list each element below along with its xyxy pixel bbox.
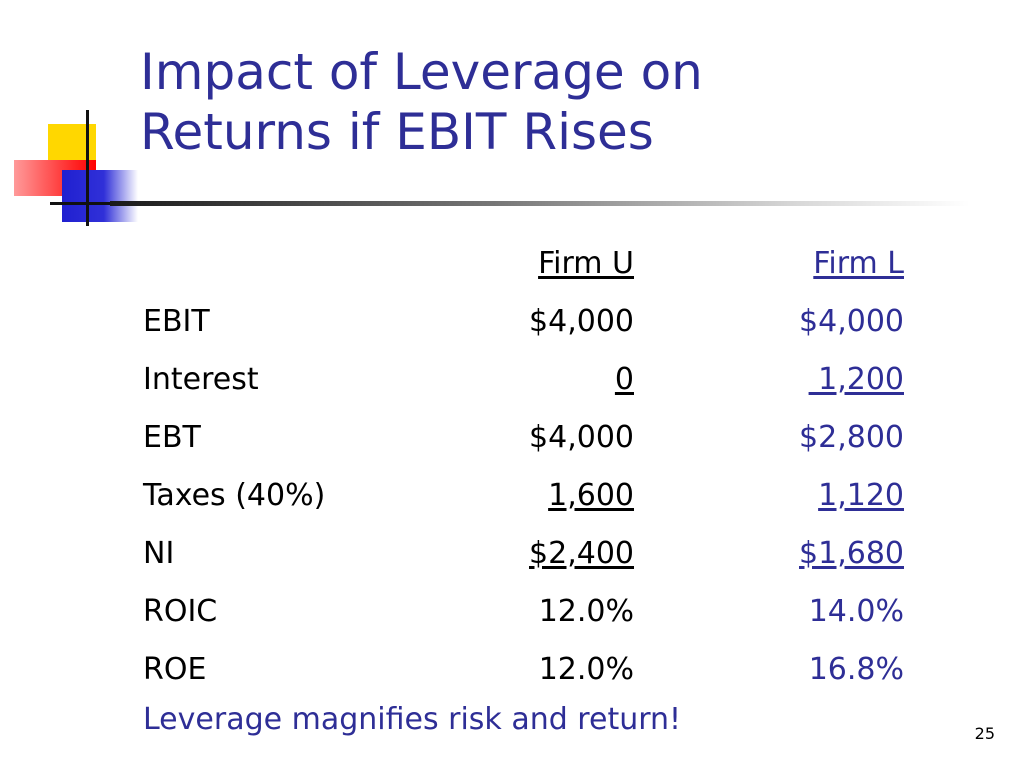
- row-label: ROE: [143, 651, 207, 687]
- table-header-row: Firm U Firm L: [143, 234, 904, 292]
- row-label: EBT: [143, 419, 201, 455]
- table-row-interest: Interest 0 1,200: [143, 350, 904, 408]
- table-row-ni: NI $2,400 $1,680: [143, 524, 904, 582]
- leverage-table: Firm U Firm L EBIT $4,000 $4,000 Interes…: [143, 234, 904, 698]
- firm-u-value: $4,000: [529, 303, 634, 339]
- slide-title: Impact of Leverage on Returns if EBIT Ri…: [140, 42, 1000, 162]
- table-row-ebt: EBT $4,000 $2,800: [143, 408, 904, 466]
- firm-u-value: 0: [614, 361, 634, 397]
- header-firm-u: Firm U: [538, 245, 634, 281]
- table-row-taxes: Taxes (40%) 1,600 1,120: [143, 466, 904, 524]
- firm-u-value: 12.0%: [538, 593, 634, 629]
- firm-l-value: $2,800: [799, 419, 904, 455]
- slide-title-line-2: Returns if EBIT Rises: [140, 103, 654, 161]
- row-label: Interest: [143, 361, 259, 397]
- table-row-roic: ROIC 12.0% 14.0%: [143, 582, 904, 640]
- firm-u-value: $2,400: [529, 535, 634, 571]
- firm-l-value: 16.8%: [808, 651, 904, 687]
- logo-vertical-line: [86, 110, 89, 226]
- row-label: NI: [143, 535, 175, 571]
- row-label: EBIT: [143, 303, 210, 339]
- firm-l-value: $1,680: [799, 535, 904, 571]
- table-row-roe: ROE 12.0% 16.8%: [143, 640, 904, 698]
- firm-l-value: 1,120: [818, 477, 904, 513]
- header-blank: [143, 234, 443, 292]
- slide-title-line-1: Impact of Leverage on: [140, 43, 703, 101]
- logo-blue-square: [62, 170, 138, 222]
- header-firm-l: Firm L: [813, 245, 904, 281]
- firm-l-value: 1,200: [808, 361, 904, 397]
- table-row-ebit: EBIT $4,000 $4,000: [143, 292, 904, 350]
- firm-l-value: $4,000: [799, 303, 904, 339]
- firm-u-value: 1,600: [548, 477, 634, 513]
- firm-u-value: $4,000: [529, 419, 634, 455]
- title-underline-rule: [110, 201, 970, 206]
- row-label: ROIC: [143, 593, 218, 629]
- firm-l-value: 14.0%: [808, 593, 904, 629]
- firm-u-value: 12.0%: [538, 651, 634, 687]
- page-number: 25: [974, 724, 995, 743]
- logo-horizontal-line: [50, 202, 110, 205]
- conclusion-note: Leverage magnifies risk and return!: [143, 702, 682, 737]
- row-label: Taxes (40%): [143, 477, 326, 513]
